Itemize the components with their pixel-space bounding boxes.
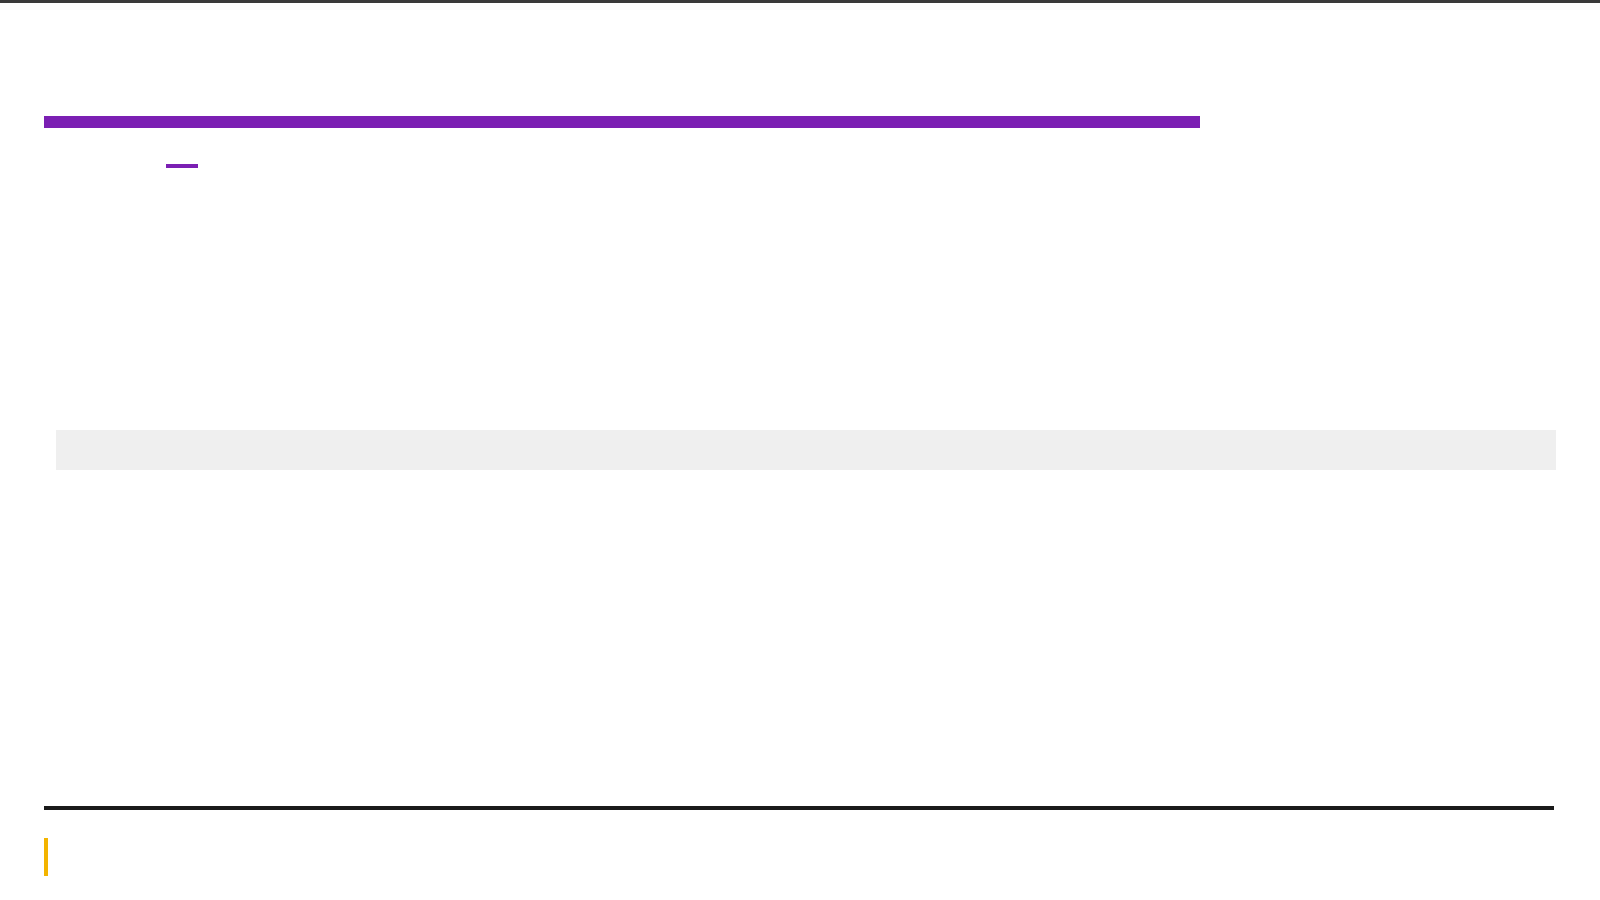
kantar-logo [44, 838, 48, 877]
footer-rule [44, 806, 1554, 810]
logo-text [44, 838, 48, 876]
year-band [56, 430, 1556, 470]
title-underline [44, 116, 1200, 128]
legend-top [166, 164, 200, 168]
legend-swatch [166, 164, 198, 168]
top-border [0, 0, 1600, 3]
